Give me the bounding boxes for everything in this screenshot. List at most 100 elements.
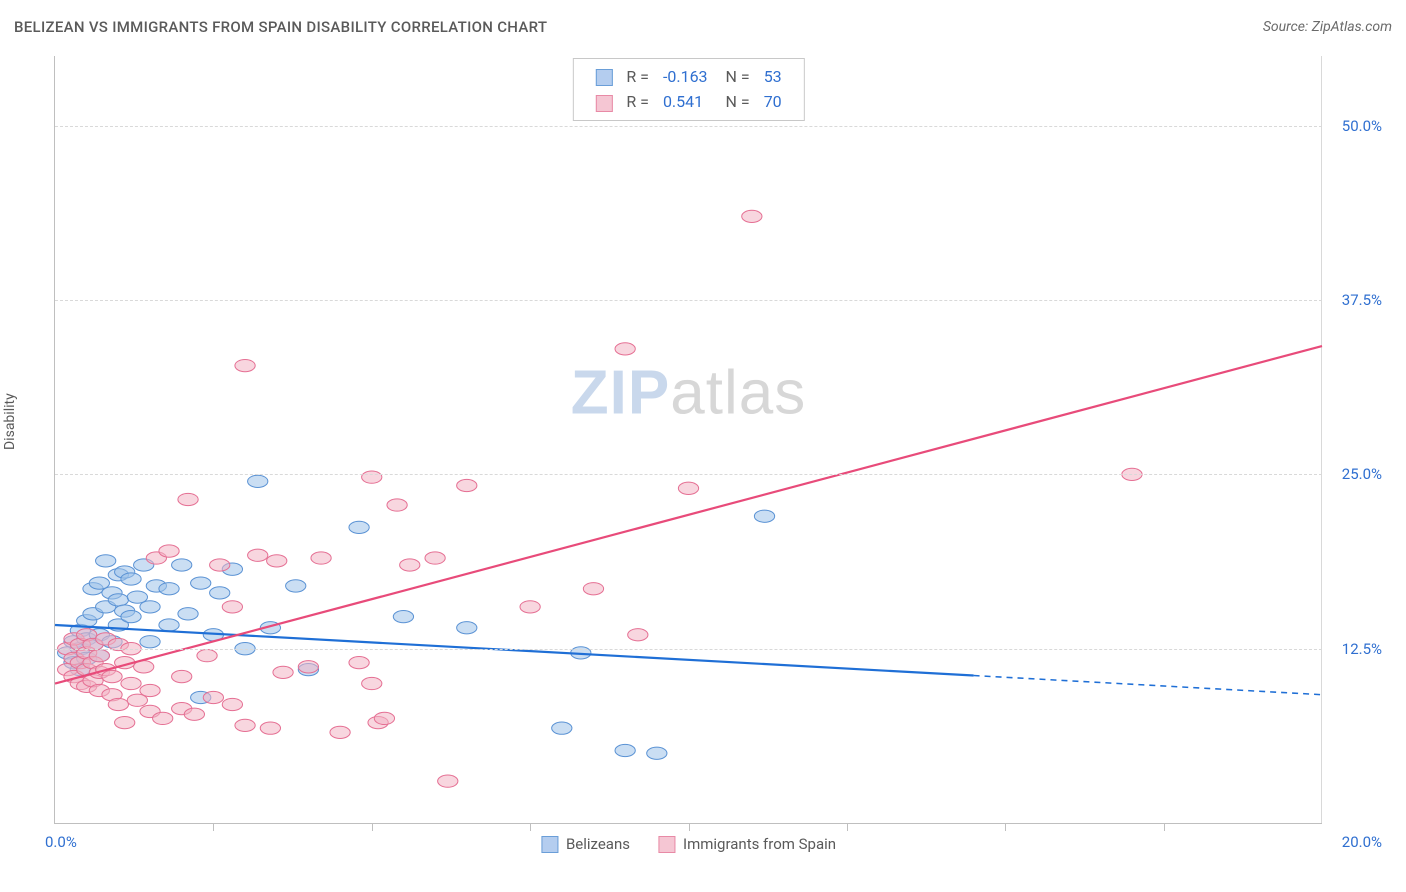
data-point — [203, 691, 223, 703]
y-tick-label: 12.5% — [1327, 640, 1382, 658]
source-label: Source: ZipAtlas.com — [1263, 19, 1392, 35]
stats-n-label: N = — [716, 90, 756, 113]
gridline-h — [55, 474, 1322, 475]
data-point — [235, 719, 255, 731]
data-point — [108, 594, 128, 606]
x-tick — [1005, 823, 1006, 831]
data-point — [742, 210, 762, 222]
data-point — [172, 559, 192, 571]
data-point — [520, 601, 540, 613]
stats-row: R =-0.163 N =53 — [589, 65, 787, 88]
data-point — [311, 552, 331, 564]
stats-n-value: 53 — [758, 65, 788, 88]
data-point — [191, 577, 211, 589]
legend-item: Belizeans — [541, 835, 630, 853]
data-point — [222, 698, 242, 710]
stats-r-value: 0.541 — [657, 90, 714, 113]
data-point — [96, 555, 116, 567]
data-point — [235, 359, 255, 371]
data-point — [349, 656, 369, 668]
data-point — [387, 499, 407, 511]
data-point — [210, 587, 230, 599]
x-tick-min: 0.0% — [45, 833, 77, 851]
data-point — [374, 712, 394, 724]
data-point — [140, 636, 160, 648]
stats-box: R =-0.163 N =53R =0.541 N =70 — [572, 58, 804, 121]
legend-label: Immigrants from Spain — [683, 835, 836, 853]
data-point — [425, 552, 445, 564]
data-point — [248, 475, 268, 487]
stats-n-value: 70 — [758, 90, 788, 113]
trend-line-dashed — [974, 676, 1322, 695]
data-point — [457, 622, 477, 634]
data-point — [400, 559, 420, 571]
data-point — [121, 610, 141, 622]
data-point — [678, 482, 698, 494]
data-point — [273, 666, 293, 678]
data-point — [267, 555, 287, 567]
stats-row: R =0.541 N =70 — [589, 90, 787, 113]
x-tick — [530, 823, 531, 831]
data-point — [583, 583, 603, 595]
y-axis-label: Disability — [2, 393, 18, 450]
data-point — [184, 708, 204, 720]
data-point — [140, 684, 160, 696]
data-point — [260, 722, 280, 734]
data-point — [457, 479, 477, 491]
plot-area: ZIPatlas R =-0.163 N =53R =0.541 N =70 0… — [54, 56, 1322, 824]
chart-container: Disability ZIPatlas R =-0.163 N =53R =0.… — [14, 50, 1392, 874]
data-point — [393, 610, 413, 622]
data-point — [362, 677, 382, 689]
data-point — [159, 619, 179, 631]
data-point — [222, 601, 242, 613]
data-point — [754, 510, 774, 522]
y-tick-label: 37.5% — [1327, 291, 1382, 309]
x-tick — [213, 823, 214, 831]
data-point — [178, 608, 198, 620]
trend-line — [55, 625, 974, 676]
data-point — [197, 650, 217, 662]
data-point — [159, 545, 179, 557]
x-tick — [372, 823, 373, 831]
data-point — [286, 580, 306, 592]
data-point — [628, 629, 648, 641]
legend-swatch-icon — [658, 836, 675, 853]
x-tick — [689, 823, 690, 831]
y-tick-label: 25.0% — [1327, 465, 1382, 483]
data-point — [153, 712, 173, 724]
data-point — [121, 677, 141, 689]
stats-n-label: N = — [716, 65, 756, 88]
legend-swatch-icon — [595, 69, 612, 86]
x-tick — [847, 823, 848, 831]
legend-item: Immigrants from Spain — [658, 835, 836, 853]
chart-title: BELIZEAN VS IMMIGRANTS FROM SPAIN DISABI… — [14, 18, 547, 36]
plot-svg — [55, 56, 1322, 823]
data-point — [615, 744, 635, 756]
data-point — [121, 573, 141, 585]
x-tick-max: 20.0% — [1342, 833, 1382, 851]
data-point — [362, 471, 382, 483]
data-point — [615, 343, 635, 355]
data-point — [108, 698, 128, 710]
data-point — [178, 493, 198, 505]
data-point — [140, 601, 160, 613]
stats-r-label: R = — [620, 65, 655, 88]
data-point — [159, 583, 179, 595]
y-tick-label: 50.0% — [1327, 117, 1382, 135]
data-point — [89, 650, 109, 662]
data-point — [647, 747, 667, 759]
legend: Belizeans Immigrants from Spain — [541, 835, 836, 853]
legend-label: Belizeans — [566, 835, 630, 853]
data-point — [248, 549, 268, 561]
data-point — [349, 521, 369, 533]
data-point — [298, 661, 318, 673]
stats-r-value: -0.163 — [657, 65, 714, 88]
x-tick — [1164, 823, 1165, 831]
data-point — [115, 716, 135, 728]
data-point — [172, 670, 192, 682]
trend-line — [55, 346, 1322, 683]
gridline-h — [55, 126, 1322, 127]
legend-swatch-icon — [541, 836, 558, 853]
data-point — [330, 726, 350, 738]
data-point — [102, 670, 122, 682]
